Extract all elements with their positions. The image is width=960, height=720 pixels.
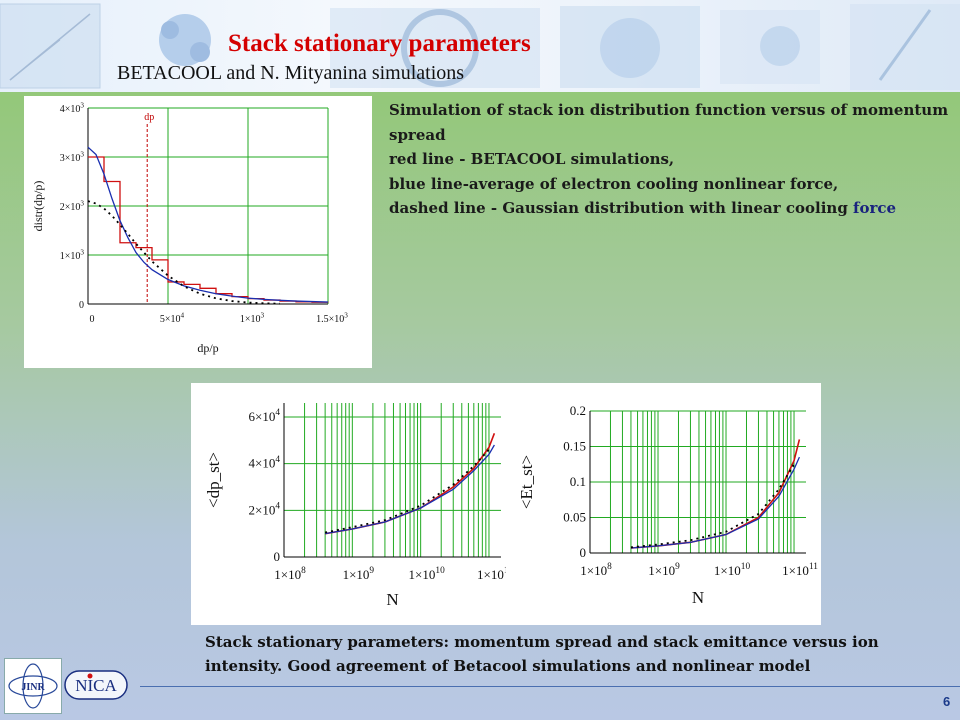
x-tick-label: 1×108: [274, 566, 306, 582]
distribution-chart-panel: 0 1×103 2×103 3×103 4×103 0 5×104 1×103 1.5×103 d…: [24, 96, 372, 368]
y-tick-label: 0.15: [563, 439, 586, 454]
x-tick-label: 1.5×103: [316, 312, 348, 326]
caption-line: Stack stationary parameters: momentum sp…: [205, 633, 879, 651]
x-axis-label: dp/p: [197, 341, 218, 355]
y-tick-label: 0: [79, 300, 84, 311]
series-line: [87, 200, 281, 305]
y-tick-label: 4×104: [248, 455, 280, 471]
header-banner: Stack stationary parameters BETACOOL and…: [0, 0, 960, 92]
figure-caption: Stack stationary parameters: momentum sp…: [205, 630, 925, 678]
series-line: [630, 456, 801, 549]
description-line: Simulation of stack ion distribution fun…: [389, 101, 949, 119]
jinr-logo: JINR: [4, 658, 62, 714]
x-tick-label: 1×1010: [714, 562, 751, 578]
description-force-word: force: [853, 199, 897, 217]
description-line: spread: [389, 125, 446, 144]
jinr-logo-text: JINR: [21, 682, 45, 693]
chart-description: Simulation of stack ion distribution fun…: [389, 98, 954, 221]
x-tick-label: 1×109: [648, 562, 680, 578]
y-axis-label: <Et_st>: [517, 455, 536, 509]
series-line: [87, 146, 329, 303]
y-tick-label: 0.05: [563, 510, 586, 525]
x-tick-label: 1×1011: [782, 562, 818, 578]
x-tick-label: 1×109: [343, 566, 375, 582]
caption-line: intensity. Good agreement of Betacool si…: [205, 657, 811, 675]
series-line: [325, 444, 495, 535]
y-tick-label: 0: [274, 549, 281, 564]
y-tick-label: 6×104: [248, 408, 280, 424]
y-axis-label: distr(dp/p): [31, 181, 45, 232]
x-tick-label: 1×108: [580, 562, 612, 578]
y-tick-label: 4×103: [60, 102, 85, 116]
y-tick-label: 1×103: [60, 249, 85, 263]
momentum-spread-chart: 0 2×104 4×104 6×104 1×108 1×109 1×1010 1×1011 N <…: [204, 403, 506, 609]
distribution-chart: 0 1×103 2×103 3×103 4×103 0 5×104 1×103 1.5×103 d…: [31, 102, 348, 356]
y-tick-label: 0.2: [570, 403, 586, 418]
x-tick-label: 1×1011: [477, 566, 506, 582]
nica-logo-text: NICA: [75, 676, 117, 695]
slide-subtitle: BETACOOL and N. Mityanina simulations: [117, 62, 465, 84]
dp-marker-label: dp: [144, 112, 154, 123]
page-number: 6: [943, 694, 951, 709]
y-tick-label: 0.1: [570, 474, 586, 489]
x-axis-label: N: [386, 590, 398, 609]
y-tick-label: 2×104: [248, 501, 280, 517]
x-tick-label: 1×103: [240, 312, 265, 326]
y-tick-label: 2×103: [60, 200, 85, 214]
x-tick-label: 1×1010: [409, 566, 446, 582]
y-tick-label: 3×103: [60, 151, 85, 165]
y-tick-label: 0: [580, 545, 587, 560]
footer-divider: [140, 686, 960, 687]
description-line: blue line-average of electron cooling no…: [389, 174, 839, 193]
stack-parameters-panel: 0 2×104 4×104 6×104 1×108 1×109 1×1010 1×1011 N <…: [191, 383, 821, 625]
emittance-chart: 0 0.05 0.1 0.15 0.2 1×108 1×109 1×1010 1×1011 N <E…: [517, 403, 818, 607]
y-axis-label: <dp_st>: [204, 452, 223, 508]
series-line: [630, 463, 795, 549]
description-line: dashed line - Gaussian distribution with…: [389, 196, 954, 221]
slide-title: Stack stationary parameters: [228, 30, 531, 57]
x-tick-label: 5×104: [160, 312, 185, 326]
series-line: [324, 449, 490, 534]
description-text: dashed line - Gaussian distribution with…: [389, 199, 854, 217]
x-axis-label: N: [692, 588, 704, 607]
description-line: red line - BETACOOL simulations,: [389, 150, 675, 168]
banner-decoration: [0, 3, 960, 90]
nica-logo: NICA: [64, 670, 128, 700]
x-tick-label: 0: [90, 314, 95, 325]
